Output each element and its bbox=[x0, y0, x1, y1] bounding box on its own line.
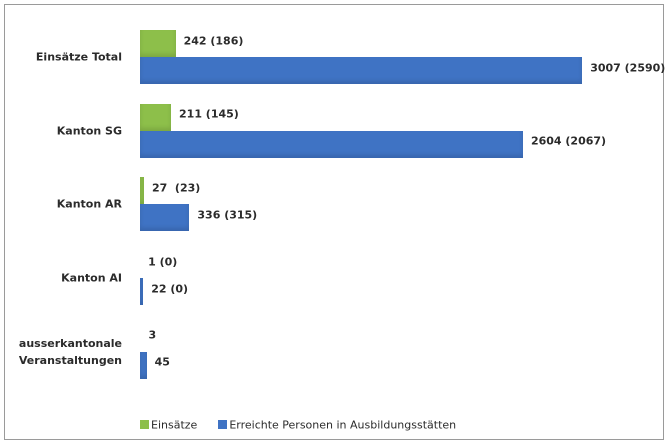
chart-frame bbox=[4, 4, 664, 440]
value-label: 27 (23) bbox=[151, 181, 201, 195]
category-label: ausserkantonale Veranstaltungen bbox=[18, 336, 122, 367]
value-label: 22 (0) bbox=[151, 282, 189, 296]
category-label: Einsätze Total bbox=[35, 50, 122, 64]
value-label: 1 (0) bbox=[148, 255, 178, 269]
bar bbox=[140, 130, 523, 158]
bar bbox=[140, 103, 172, 131]
category-label: Kanton AI bbox=[61, 271, 122, 285]
bar bbox=[140, 30, 176, 57]
legend-swatch bbox=[218, 420, 228, 429]
value-label: 45 bbox=[154, 355, 170, 369]
bar bbox=[140, 177, 144, 205]
legend-label: Einsätze bbox=[151, 418, 198, 432]
value-label: 3007 (2590) bbox=[590, 61, 666, 74]
bar bbox=[140, 278, 144, 306]
legend-swatch bbox=[140, 420, 149, 429]
bar bbox=[140, 351, 147, 379]
value-label: 211 (145) bbox=[179, 107, 239, 121]
value-label: 242 (186) bbox=[183, 34, 244, 47]
category-label: Kanton SG bbox=[56, 124, 122, 138]
bar bbox=[140, 204, 190, 232]
category-label: Kanton AR bbox=[56, 197, 122, 211]
value-label: 336 (315) bbox=[197, 208, 258, 222]
bar bbox=[140, 57, 583, 84]
value-label: 2604 (2067) bbox=[530, 134, 607, 148]
legend-label: Erreichte Personen in Ausbildungsstätten bbox=[229, 418, 457, 432]
value-label: 3 bbox=[148, 328, 157, 342]
